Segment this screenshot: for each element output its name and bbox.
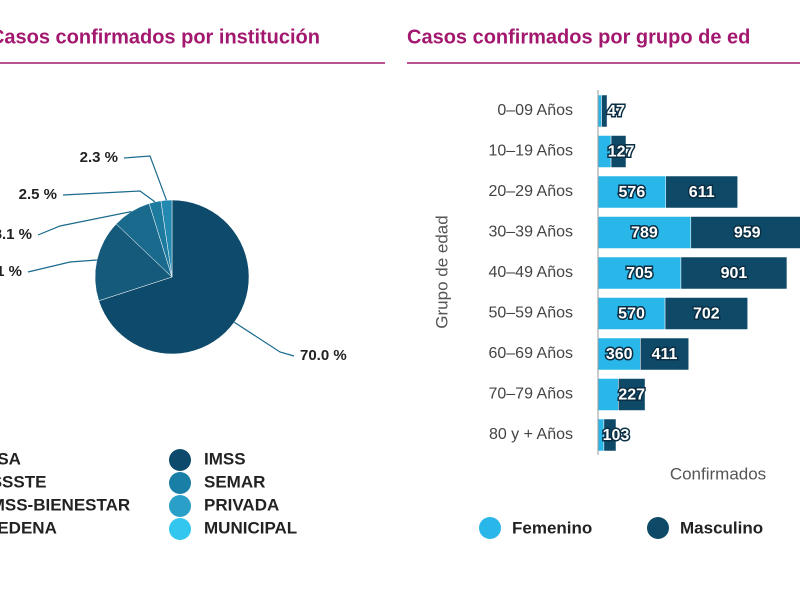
slice-label: 17.1 % (0, 263, 22, 280)
bar-segment (664, 297, 748, 330)
leader-line (37, 211, 132, 236)
y-tick-label: 50–59 Años (488, 305, 573, 322)
value-label: 901 (721, 265, 748, 282)
bar-segment (690, 216, 800, 249)
bar-segment (597, 175, 667, 209)
leader-line (62, 190, 156, 203)
y-tick-label: 80 y + Años (489, 426, 573, 443)
bar-title: Casos confirmados por grupo de ed (407, 26, 750, 48)
legend-swatch (169, 449, 191, 471)
bar-segment (601, 94, 608, 128)
y-tick-label: 0–09 Años (497, 102, 573, 119)
y-tick-label: 10–19 Años (488, 143, 573, 160)
legend-swatch (479, 517, 501, 539)
value-label: 570 (618, 306, 645, 323)
value-label: 576 (619, 184, 646, 201)
slice-label: 2.3 % (80, 149, 118, 166)
pie-slice (98, 199, 250, 355)
legend-swatch (169, 472, 191, 494)
leader-line (123, 155, 168, 201)
bar-segment (640, 337, 689, 371)
pie-slice (94, 223, 173, 302)
bar-segment (665, 175, 738, 209)
value-label: 411 (652, 346, 678, 363)
legend-label: PRIVADA (204, 495, 279, 514)
legend-swatch (647, 517, 669, 539)
slice-label: 2.5 % (19, 186, 57, 203)
bar-segment (597, 337, 641, 371)
x-axis-label: Confirmados (670, 464, 766, 483)
y-tick-label: 70–79 Años (488, 386, 573, 403)
value-label: 702 (693, 306, 720, 323)
bar-segment (680, 256, 788, 290)
legend-label: SSA (0, 449, 21, 468)
y-tick-label: 40–49 Años (488, 264, 573, 281)
bar-segment (597, 378, 619, 411)
value-label: 103 (603, 427, 630, 444)
value-label: 227 (618, 387, 645, 404)
value-label: 959 (734, 225, 761, 242)
legend-label: SEMAR (204, 472, 265, 491)
legend-label: Masculino (680, 518, 763, 537)
pie-slice (160, 199, 173, 278)
legend-label: ISSSTE (0, 472, 46, 491)
legend-label: IMSS-BIENESTAR (0, 495, 130, 514)
legend-label: SEDENA (0, 518, 57, 537)
legend-label: IMSS (204, 449, 246, 468)
y-tick-label: 60–69 Años (488, 345, 573, 362)
value-label: 611 (689, 184, 715, 201)
legend-label: MUNICIPAL (204, 518, 297, 537)
plot-area: 47 127 576 611 789 959 705 901 570 702 360 411 227 10… (597, 94, 800, 452)
leader-line (27, 259, 97, 273)
bar-segment (597, 94, 602, 128)
y-axis-label: Grupo de edad (432, 215, 451, 328)
value-label: 789 (631, 225, 658, 242)
slice-label: 8.1 % (0, 226, 32, 243)
value-label: 47 (607, 103, 625, 120)
legend-swatch (169, 518, 191, 540)
pie-title: Casos confirmados por institución (0, 26, 320, 48)
bar-segment (603, 418, 617, 452)
leader-line (233, 321, 295, 357)
value-label: 705 (626, 265, 653, 282)
y-tick-label: 20–29 Años (488, 183, 573, 200)
value-label: 360 (606, 346, 633, 363)
legend-label: Femenino (512, 518, 592, 537)
value-label: 127 (608, 144, 635, 161)
legend-swatch (169, 495, 191, 517)
bar-segment (618, 378, 646, 411)
bar-segment (610, 135, 627, 168)
y-tick-label: 30–39 Años (488, 224, 573, 241)
bar-segment (597, 256, 682, 290)
slice-label: 70.0 % (300, 347, 347, 364)
